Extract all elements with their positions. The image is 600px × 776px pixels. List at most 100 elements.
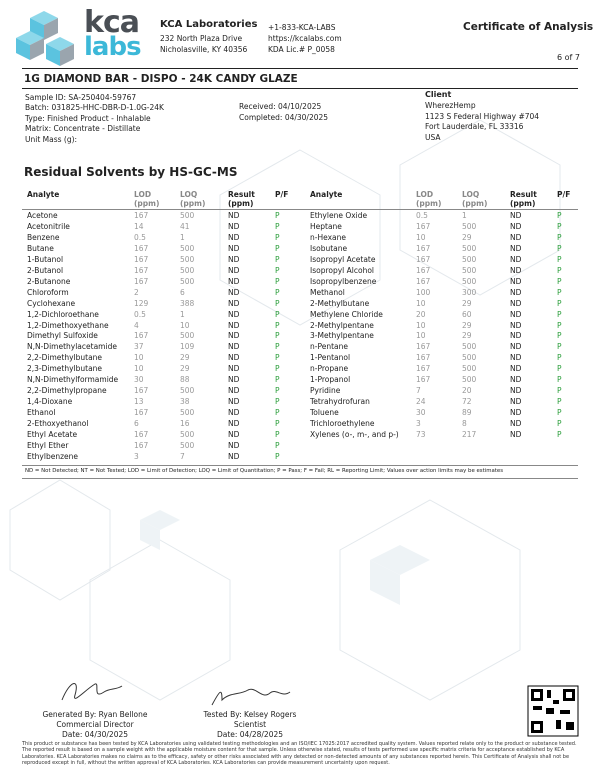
table-cell: 1: [180, 309, 185, 319]
table-cell: ND: [510, 276, 522, 286]
disclaimer: This product or substance has been teste…: [22, 741, 577, 766]
table-cell: 13: [134, 397, 144, 407]
table-cell: P: [557, 408, 562, 418]
table-header-rule: [22, 209, 578, 210]
sample-detail: Batch: 031825-HHC-DBR-D-1.0G-24K: [25, 103, 164, 113]
table-cell: P: [557, 221, 562, 231]
client-line: WherezHemp: [425, 101, 476, 110]
analyte-name: n-Propane: [310, 364, 349, 374]
table-cell: P: [557, 353, 562, 363]
table-cell: 29: [462, 298, 472, 308]
table-cell: P: [275, 440, 280, 450]
analyte-name: 2,2-Dimethylpropane: [27, 386, 107, 396]
table-cell: ND: [228, 440, 240, 450]
table-cell: P: [275, 243, 280, 253]
table-cell: 217: [462, 430, 477, 439]
table-cell: ND: [228, 419, 240, 429]
table-cell: ND: [228, 276, 240, 286]
table-cell: 167: [134, 440, 149, 450]
analyte-name: 2-Methylbutane: [310, 298, 370, 308]
table-cell: ND: [228, 342, 240, 352]
table-cell: P: [557, 287, 562, 297]
analyte-name: Isobutane: [310, 243, 348, 253]
contact-line: +1-833-KCA-LABS: [268, 23, 336, 32]
table-cell: 30: [416, 408, 426, 418]
table-cell: P: [557, 364, 562, 374]
column-header: Result (ppm): [510, 190, 537, 208]
column-header: LOD (ppm): [134, 190, 160, 208]
page-number: 6 of 7: [557, 53, 580, 62]
client-line: 1123 S Federal Highway #704: [425, 111, 540, 121]
table-cell: 500: [462, 353, 477, 363]
table-cell: 0.5: [416, 211, 428, 220]
table-cell: ND: [228, 353, 240, 363]
analyte-name: 2-Butanol: [27, 265, 64, 275]
table-cell: ND: [510, 375, 522, 385]
table-cell: 3: [416, 419, 421, 429]
table-cell: ND: [510, 430, 522, 439]
table-cell: ND: [510, 309, 522, 319]
table-cell: 500: [180, 276, 195, 286]
signature-text: Tested By: Kelsey Rogers: [203, 710, 297, 719]
company-name: KCA Laboratories: [160, 19, 258, 30]
table-cell: ND: [228, 451, 240, 461]
analyte-name: 2,2-Dimethylbutane: [27, 353, 103, 363]
table-cell: P: [557, 386, 562, 396]
table-cell: ND: [228, 211, 240, 220]
analyte-name: Ethanol: [27, 408, 56, 418]
table-cell: ND: [228, 331, 240, 341]
table-cell: 167: [416, 353, 431, 363]
table-cell: 167: [416, 243, 431, 253]
analyte-name: Methylene Chloride: [310, 309, 383, 319]
table-cell: 60: [462, 309, 472, 319]
table-cell: P: [275, 232, 280, 242]
table-cell: P: [275, 211, 280, 220]
table-cell: ND: [228, 254, 240, 264]
table-cell: 3: [134, 451, 139, 461]
table-cell: 6: [134, 419, 139, 429]
logo-icon: [16, 11, 74, 66]
document-title: Certificate of Analysis: [463, 21, 594, 33]
table-cell: ND: [228, 397, 240, 407]
footnote-rule: [22, 478, 578, 479]
analyte-name: Cyclohexane: [27, 298, 76, 308]
table-cell: 37: [134, 342, 144, 352]
table-cell: ND: [510, 254, 522, 264]
analyte-name: Toluene: [310, 408, 339, 418]
table-cell: 88: [180, 375, 190, 385]
table-cell: 167: [134, 254, 149, 264]
table-cell: 167: [416, 221, 431, 231]
table-cell: 388: [180, 298, 195, 308]
table-cell: ND: [510, 320, 522, 330]
table-cell: ND: [510, 419, 522, 429]
analyte-name: 1,2-Dimethoxyethane: [27, 320, 109, 330]
table-cell: 167: [134, 243, 149, 253]
analyte-name: Xylenes (o-, m-, and p-): [310, 430, 399, 439]
sample-detail: Matrix: Concentrate - Distillate: [25, 124, 141, 134]
table-cell: 0.5: [134, 309, 146, 319]
table-cell: P: [275, 342, 280, 352]
divider: [22, 88, 578, 89]
signature-marks: [61, 683, 291, 706]
table-cell: P: [275, 430, 280, 439]
table-cell: 109: [180, 342, 195, 352]
table-cell: 100: [416, 287, 431, 297]
table-cell: 8: [462, 419, 467, 429]
table-cell: 500: [462, 276, 477, 286]
table-cell: ND: [510, 331, 522, 341]
table-cell: ND: [228, 232, 240, 242]
table-cell: ND: [228, 287, 240, 297]
table-cell: 167: [416, 342, 431, 352]
analyte-name: Isopropyl Alcohol: [310, 265, 374, 275]
analyte-name: N,N-Dimethylformamide: [27, 375, 119, 385]
sample-date: Received: 04/10/2025: [239, 102, 322, 111]
table-cell: 167: [416, 364, 431, 374]
signature-text: Date: 04/30/2025: [61, 730, 129, 739]
table-cell: ND: [510, 386, 522, 396]
client-line: USA: [425, 132, 441, 142]
section-title: Residual Solvents by HS-GC-MS: [24, 165, 238, 179]
table-cell: 167: [134, 276, 149, 286]
sample-date: Completed: 04/30/2025: [239, 112, 329, 122]
table-cell: 29: [462, 331, 472, 341]
